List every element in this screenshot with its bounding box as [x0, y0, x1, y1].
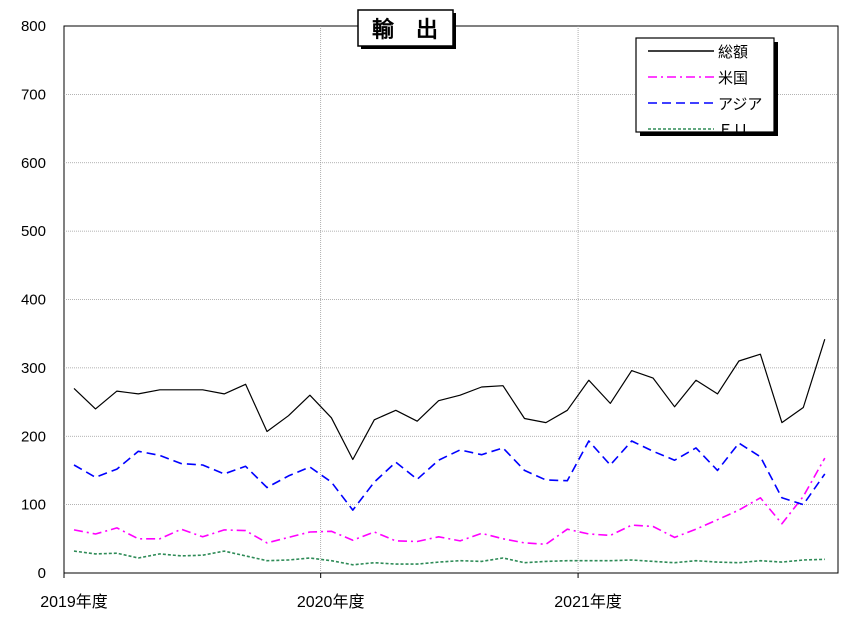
y-tick-labels: 0 100 200 300 400 500 600 700 800 — [21, 18, 46, 582]
y-tick-label: 300 — [21, 360, 46, 377]
y-tick-label: 0 — [38, 565, 46, 582]
y-tick-label: 500 — [21, 223, 46, 240]
y-tick-label: 800 — [21, 18, 46, 35]
legend-label: 米国 — [718, 70, 748, 87]
chart-title: 輸 出 — [372, 17, 438, 42]
series-lines — [73, 339, 826, 566]
legend-label: アジア — [718, 96, 762, 113]
x-tick-label: 2021年度 — [554, 593, 622, 611]
x-tick-label: 2019年度 — [40, 593, 108, 611]
series-line-0 — [73, 339, 826, 461]
series-line-1 — [73, 457, 826, 546]
series-line-2 — [73, 440, 826, 511]
x-tick-label: 2020年度 — [297, 593, 365, 611]
y-tick-label: 200 — [21, 428, 46, 445]
x-tick-labels: 2019年度 2020年度 2021年度 — [40, 573, 622, 611]
y-tick-label: 700 — [21, 86, 46, 103]
y-tick-label: 100 — [21, 497, 46, 514]
y-tick-label: 400 — [21, 292, 46, 309]
chart-title-box: 輸 出 — [357, 9, 456, 49]
y-tick-label: 600 — [21, 155, 46, 172]
legend-label: 総額 — [718, 44, 748, 61]
series-line-3 — [73, 550, 825, 566]
legend-label: ＥＵ — [718, 122, 748, 139]
